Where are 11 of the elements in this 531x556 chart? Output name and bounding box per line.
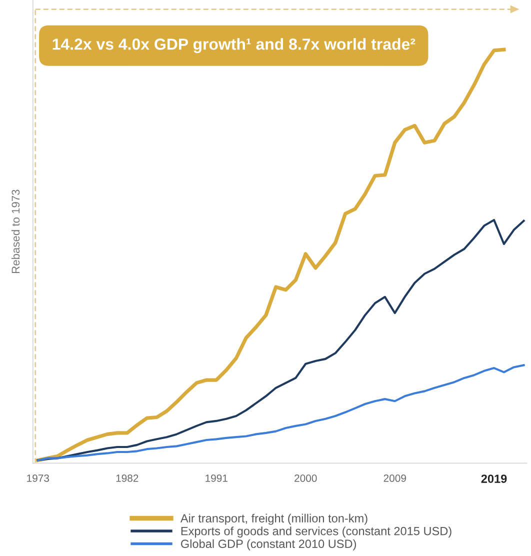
x-tick-label: 2000 (294, 474, 317, 482)
x-tick-label: 2019 (481, 474, 507, 483)
x-tick-label: 1973 (27, 474, 50, 482)
legend-label: Exports of goods and services (constant 2015 USD) (181, 526, 452, 538)
legend-label: Global GDP (constant 2010 USD) (181, 539, 356, 550)
chart-title: 14.2x vs 4.0x GDP growth¹ and 8.7x world trade² (52, 38, 416, 54)
x-tick-label: 1982 (116, 474, 138, 482)
x-tick-label: 1991 (206, 474, 228, 482)
y-axis-title: Rebased to 1973 (11, 190, 20, 273)
x-tick-label: 2009 (384, 474, 406, 482)
legend-label: Air transport, freight (million ton-km) (180, 514, 368, 525)
